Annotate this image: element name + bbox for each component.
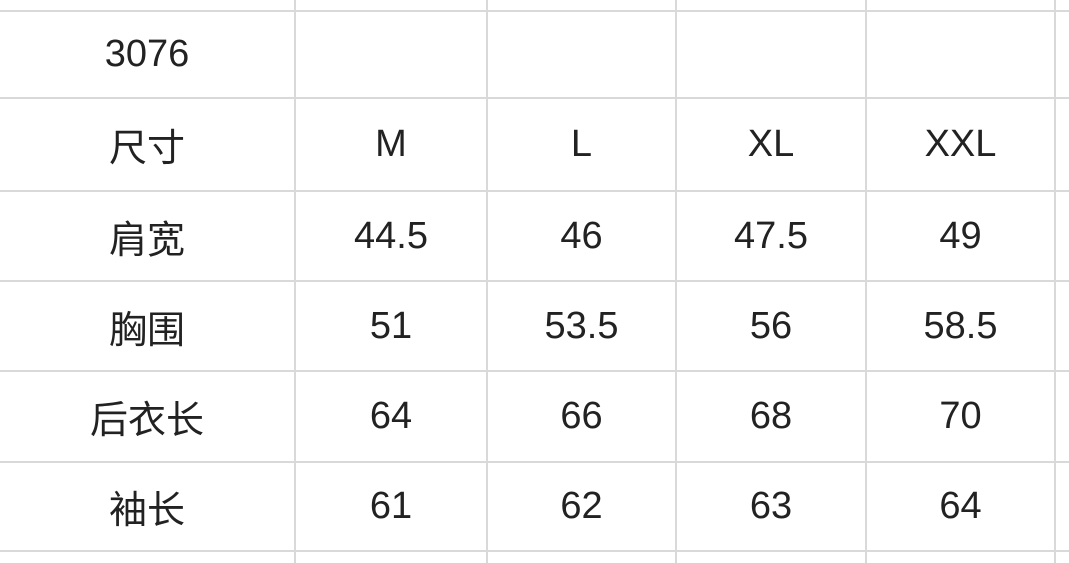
size-header-cell-l: L [488, 99, 675, 190]
empty-cell [867, 0, 1054, 10]
product-code-cell: 3076 [0, 12, 294, 97]
row-label-sleeve-length: 袖长 [0, 463, 294, 550]
empty-cell [488, 0, 675, 10]
empty-cell [488, 552, 675, 563]
value-cell: 64 [867, 463, 1054, 550]
value-cell: 62 [488, 463, 675, 550]
value-cell: 70 [867, 372, 1054, 461]
value-cell: 49 [867, 192, 1054, 280]
empty-cell [0, 552, 294, 563]
value-cell: 61 [296, 463, 486, 550]
empty-cell [1056, 463, 1069, 550]
empty-cell [1056, 99, 1069, 190]
empty-cell [1056, 372, 1069, 461]
value-cell: 51 [296, 282, 486, 370]
empty-cell [867, 552, 1054, 563]
size-header-cell-xxl: XXL [867, 99, 1054, 190]
row-label-chest: 胸围 [0, 282, 294, 370]
empty-cell [1056, 282, 1069, 370]
value-cell: 47.5 [677, 192, 865, 280]
row-label-back-length: 后衣长 [0, 372, 294, 461]
empty-cell [296, 12, 486, 97]
empty-cell [1056, 12, 1069, 97]
value-cell: 68 [677, 372, 865, 461]
value-cell: 66 [488, 372, 675, 461]
value-cell: 46 [488, 192, 675, 280]
size-header-cell-m: M [296, 99, 486, 190]
empty-cell [677, 552, 865, 563]
empty-cell [867, 12, 1054, 97]
size-header-cell-xl: XL [677, 99, 865, 190]
size-header-label-cell: 尺寸 [0, 99, 294, 190]
empty-cell [0, 0, 294, 10]
value-cell: 44.5 [296, 192, 486, 280]
empty-cell [1056, 552, 1069, 563]
empty-cell [488, 12, 675, 97]
empty-cell [677, 12, 865, 97]
empty-cell [296, 0, 486, 10]
empty-cell [296, 552, 486, 563]
empty-cell [1056, 192, 1069, 280]
empty-cell [1056, 0, 1069, 10]
row-label-shoulder-width: 肩宽 [0, 192, 294, 280]
value-cell: 63 [677, 463, 865, 550]
empty-cell [677, 0, 865, 10]
value-cell: 53.5 [488, 282, 675, 370]
value-cell: 56 [677, 282, 865, 370]
value-cell: 64 [296, 372, 486, 461]
value-cell: 58.5 [867, 282, 1054, 370]
